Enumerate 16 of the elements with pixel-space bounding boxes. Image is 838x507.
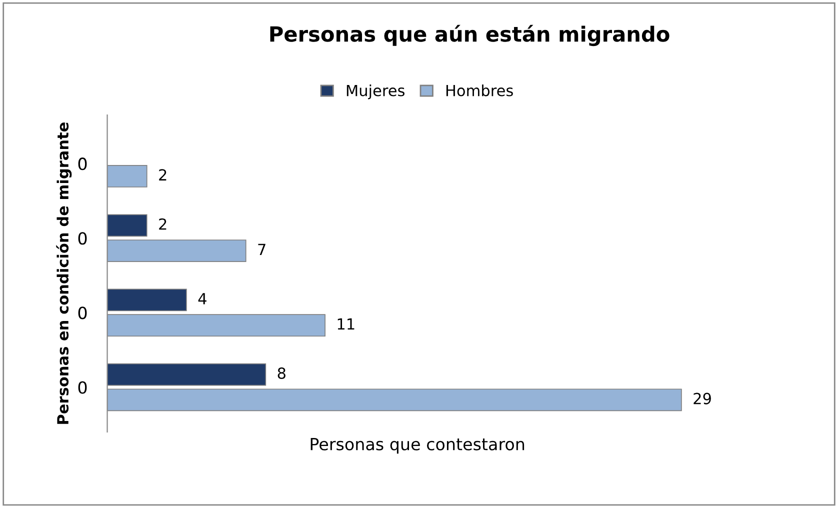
x-axis-title: Personas que contestaron	[310, 438, 524, 454]
y-tick-label: 0	[78, 381, 87, 394]
data-label: 8	[278, 367, 286, 379]
data-label: 7	[258, 244, 266, 255]
chart-title: Personas que aún están migrando	[270, 24, 670, 46]
data-label: 4	[198, 293, 206, 304]
y-tick-label: 0	[78, 158, 87, 170]
y-tick-label: 0	[78, 232, 87, 245]
y-tick-label: 0	[78, 306, 87, 320]
legend-label: Mujeres	[346, 84, 404, 100]
y-axis-title: Personas en condición de migrante	[56, 122, 72, 424]
data-label: 29	[694, 392, 711, 404]
data-label: 11	[338, 318, 354, 330]
data-label: 2	[159, 169, 166, 180]
legend-label: Hombres	[446, 84, 513, 96]
data-label: 2	[159, 218, 166, 230]
